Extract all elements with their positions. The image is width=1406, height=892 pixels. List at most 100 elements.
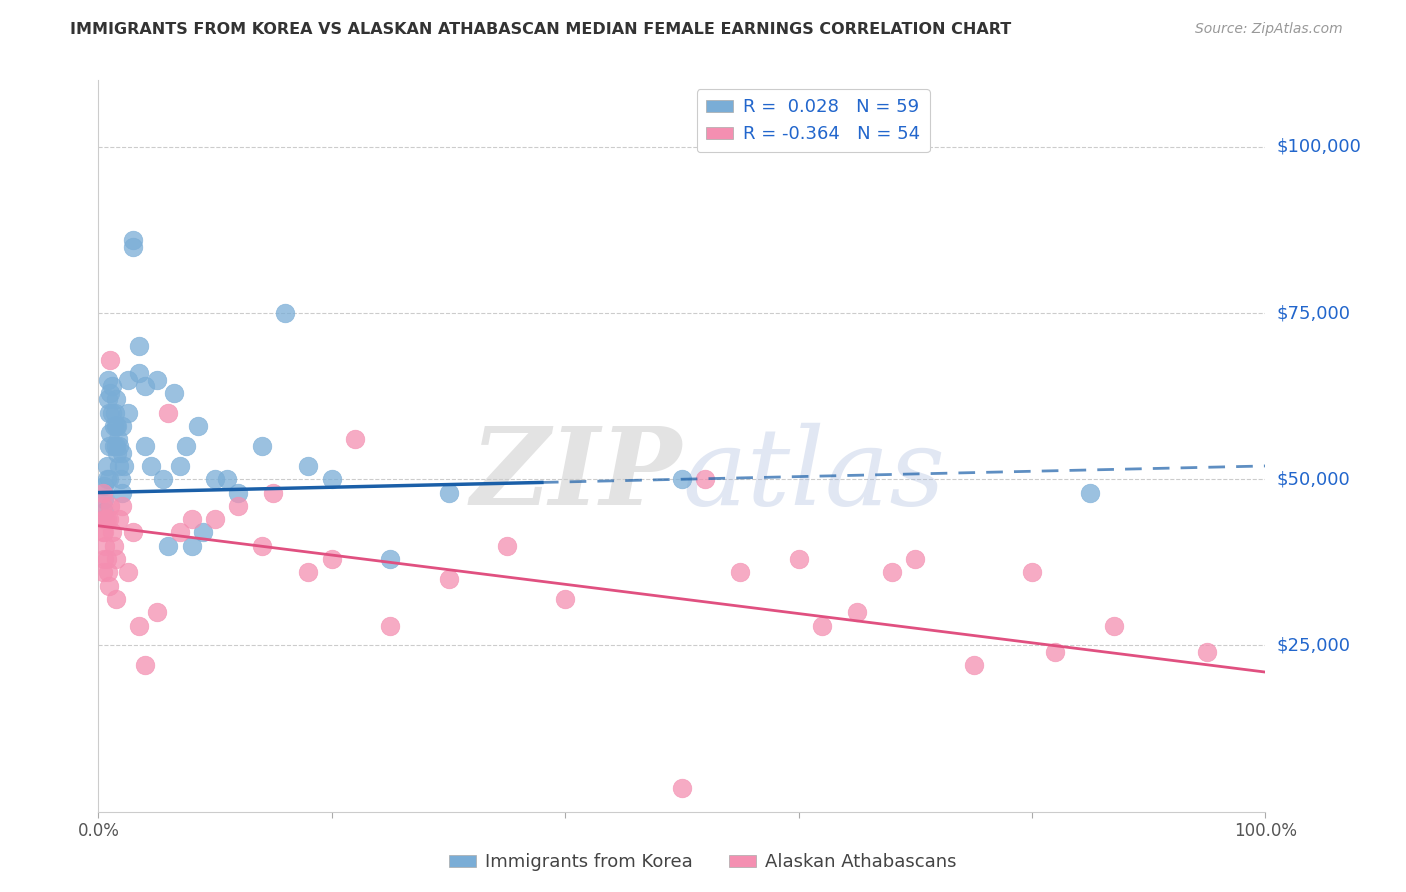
Point xyxy=(128,339,150,353)
Point xyxy=(91,485,114,500)
Text: $25,000: $25,000 xyxy=(1277,637,1351,655)
Point xyxy=(97,372,120,386)
Point xyxy=(1080,485,1102,500)
Point xyxy=(98,499,121,513)
Point xyxy=(98,352,121,367)
Point xyxy=(111,445,134,459)
Point xyxy=(204,512,226,526)
Point xyxy=(262,485,284,500)
Point xyxy=(169,458,191,473)
Point xyxy=(204,472,226,486)
Point xyxy=(174,439,197,453)
Point xyxy=(146,372,169,386)
Point xyxy=(96,458,118,473)
Point xyxy=(108,458,131,473)
Text: IMMIGRANTS FROM KOREA VS ALASKAN ATHABASCAN MEDIAN FEMALE EARNINGS CORRELATION C: IMMIGRANTS FROM KOREA VS ALASKAN ATHABAS… xyxy=(70,22,1011,37)
Point xyxy=(93,525,115,540)
Point xyxy=(146,605,169,619)
Point xyxy=(93,512,115,526)
Point xyxy=(91,525,114,540)
Point xyxy=(250,439,273,453)
Point xyxy=(157,539,180,553)
Point xyxy=(122,525,145,540)
Point xyxy=(1021,566,1043,580)
Point xyxy=(380,552,402,566)
Point xyxy=(152,472,174,486)
Point xyxy=(695,472,717,486)
Text: $50,000: $50,000 xyxy=(1277,470,1350,488)
Point xyxy=(134,439,156,453)
Point xyxy=(111,485,134,500)
Point xyxy=(98,385,121,400)
Point xyxy=(134,658,156,673)
Point xyxy=(122,239,145,253)
Point xyxy=(139,458,162,473)
Point xyxy=(94,512,117,526)
Point xyxy=(111,419,134,434)
Point xyxy=(101,525,124,540)
Point xyxy=(321,552,343,566)
Point xyxy=(97,512,120,526)
Point xyxy=(180,539,202,553)
Point xyxy=(215,472,238,486)
Point xyxy=(107,433,129,447)
Point xyxy=(157,406,180,420)
Point xyxy=(104,419,127,434)
Point xyxy=(730,566,752,580)
Point xyxy=(97,406,120,420)
Point xyxy=(169,525,191,540)
Point xyxy=(962,658,984,673)
Point xyxy=(1045,645,1067,659)
Point xyxy=(97,566,120,580)
Point xyxy=(101,379,124,393)
Point xyxy=(108,512,131,526)
Point xyxy=(96,472,118,486)
Point xyxy=(97,392,120,407)
Point xyxy=(103,419,125,434)
Point xyxy=(93,552,115,566)
Point xyxy=(437,485,460,500)
Point xyxy=(103,539,125,553)
Point xyxy=(110,472,132,486)
Point xyxy=(437,572,460,586)
Point xyxy=(134,379,156,393)
Point xyxy=(904,552,927,566)
Point xyxy=(91,499,114,513)
Point xyxy=(250,539,273,553)
Point xyxy=(671,781,693,796)
Point xyxy=(96,512,118,526)
Point xyxy=(93,492,115,507)
Point xyxy=(880,566,903,580)
Point xyxy=(104,406,127,420)
Point xyxy=(117,372,139,386)
Point xyxy=(98,425,121,440)
Point xyxy=(274,306,297,320)
Point xyxy=(112,458,135,473)
Point xyxy=(163,385,186,400)
Point xyxy=(321,472,343,486)
Point xyxy=(104,439,127,453)
Point xyxy=(104,392,127,407)
Point xyxy=(1102,618,1125,632)
Point xyxy=(228,499,250,513)
Legend: Immigrants from Korea, Alaskan Athabascans: Immigrants from Korea, Alaskan Athabasca… xyxy=(441,847,965,879)
Point xyxy=(104,552,127,566)
Point xyxy=(128,366,150,380)
Text: atlas: atlas xyxy=(682,423,945,528)
Point xyxy=(97,439,120,453)
Point xyxy=(787,552,810,566)
Point xyxy=(193,525,215,540)
Point xyxy=(297,566,319,580)
Point xyxy=(117,566,139,580)
Point xyxy=(187,419,209,434)
Legend: R =  0.028   N = 59, R = -0.364   N = 54: R = 0.028 N = 59, R = -0.364 N = 54 xyxy=(696,89,929,153)
Point xyxy=(91,566,114,580)
Point xyxy=(1195,645,1218,659)
Point xyxy=(97,472,120,486)
Text: Source: ZipAtlas.com: Source: ZipAtlas.com xyxy=(1195,22,1343,37)
Point xyxy=(344,433,367,447)
Point xyxy=(496,539,519,553)
Point xyxy=(811,618,834,632)
Point xyxy=(117,406,139,420)
Point xyxy=(94,539,117,553)
